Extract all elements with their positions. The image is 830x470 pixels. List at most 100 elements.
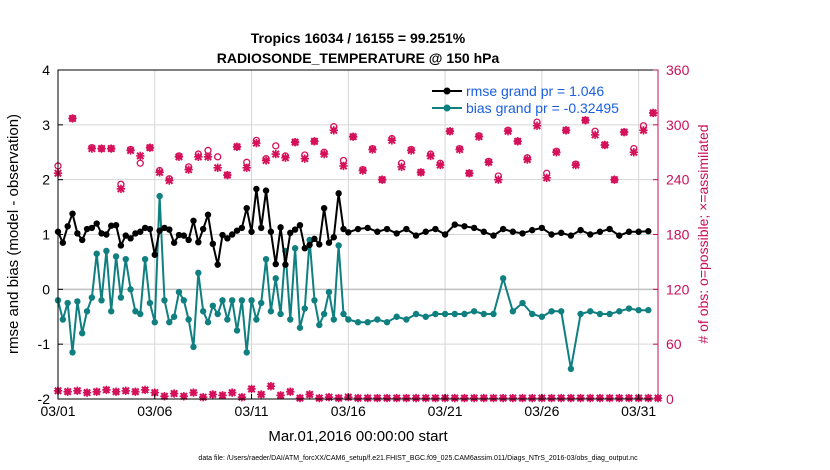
obs-assimilated-point (208, 390, 218, 399)
bias-series (54, 192, 652, 373)
obs-assimilated-point (310, 137, 319, 146)
bias-point (587, 308, 594, 315)
rmse-point (103, 231, 110, 238)
bias-point (422, 313, 429, 320)
y-tick-right-label: 360 (666, 62, 690, 78)
rmse-point (587, 231, 594, 238)
x-tick-label: 03/26 (524, 403, 559, 419)
bias-point (156, 192, 163, 200)
bias-point (195, 269, 202, 277)
bias-point (335, 242, 342, 249)
rmse-point (383, 225, 391, 233)
rmse-point (596, 228, 604, 235)
bias-point (132, 308, 139, 315)
obs-assimilated-point (648, 108, 658, 118)
obs-assimilated-point (397, 162, 406, 172)
bias-point (74, 298, 81, 305)
obs-assimilated-point (140, 385, 150, 395)
rmse-point (209, 240, 217, 248)
obs-assimilated-point (474, 132, 484, 141)
bias-point (78, 330, 86, 337)
bias-point (354, 319, 362, 326)
rmse-point (151, 251, 158, 258)
bias-point (548, 308, 555, 315)
bias-point (243, 349, 250, 356)
rmse-point (224, 235, 231, 242)
obs-assimilated-point (629, 148, 639, 157)
obs-assimilated-point (218, 391, 227, 400)
bias-point (311, 297, 318, 304)
legend-bias-marker (443, 104, 451, 112)
bias-point (146, 299, 154, 307)
obs-assimilated-point (600, 140, 609, 150)
obs-possible-point (272, 142, 280, 150)
bias-point (233, 327, 241, 334)
y-tick-right-label: 240 (666, 172, 690, 188)
bias-point (122, 255, 129, 263)
obs-assimilated-point (111, 387, 121, 396)
bias-point (509, 308, 517, 315)
obs-assimilated-point (271, 149, 280, 159)
y-tick-right-label: 60 (666, 336, 682, 352)
obs-assimilated-point (523, 155, 532, 164)
rmse-point (127, 235, 134, 242)
rmse-point (175, 231, 183, 239)
obs-assimilated-point (334, 393, 343, 403)
y-tick-right-label: 120 (666, 281, 690, 297)
bias-point (461, 310, 468, 318)
bias-point (108, 308, 115, 315)
bias-point (190, 343, 197, 351)
obs-assimilated-point (387, 136, 397, 145)
y-tick-label: -1 (38, 336, 51, 352)
rmse-point (316, 241, 323, 248)
y-tick-label: 4 (42, 62, 50, 78)
obs-assimilated-point (329, 126, 339, 135)
bias-point (151, 319, 158, 326)
obs-assimilated-point (290, 137, 300, 147)
obs-assimilated-point (639, 126, 648, 135)
obs-assimilated-point (494, 175, 503, 184)
bias-point (432, 310, 439, 318)
obs-assimilated-point (479, 393, 489, 403)
bias-point (175, 288, 183, 296)
bias-point (538, 313, 546, 320)
rmse-point (635, 228, 642, 235)
obs-assimilated-point (266, 382, 276, 391)
obs-assimilated-point (382, 393, 392, 403)
rmse-point (74, 230, 81, 237)
obs-assimilated-point (339, 161, 348, 171)
obs-assimilated-point (194, 152, 203, 162)
rmse-point (432, 225, 439, 233)
rmse-point (59, 239, 67, 246)
obs-assimilated-point (518, 393, 527, 403)
x-axis-label: Mar.01,2016 00:00:00 start (268, 428, 448, 445)
obs-assimilated-point (421, 393, 430, 403)
obs-assimilated-point (131, 387, 140, 396)
obs-assimilated-point (610, 175, 619, 184)
rmse-point (253, 185, 260, 193)
bias-point (248, 297, 255, 304)
rmse-point (117, 242, 125, 249)
bias-point (499, 275, 507, 282)
rmse-point (262, 187, 270, 194)
obs-assimilated-point (586, 393, 595, 403)
bias-point (393, 313, 400, 320)
rmse-point (340, 225, 347, 233)
bias-point (625, 305, 633, 312)
obs-assimilated-point (257, 390, 266, 399)
legend-rmse-label: rmse grand pr = 1.046 (466, 83, 604, 99)
bias-point (214, 310, 221, 318)
rmse-point (98, 230, 105, 237)
bias-point (204, 319, 212, 326)
rmse-point (69, 210, 76, 217)
bias-point (441, 310, 449, 318)
rmse-point (412, 232, 420, 239)
obs-assimilated-point (566, 393, 576, 403)
rmse-point (228, 231, 236, 238)
rmse-point (538, 224, 546, 232)
rmse-point (132, 230, 139, 237)
obs-assimilated-point (503, 127, 513, 136)
bias-point (291, 245, 299, 252)
bias-point (287, 316, 294, 323)
